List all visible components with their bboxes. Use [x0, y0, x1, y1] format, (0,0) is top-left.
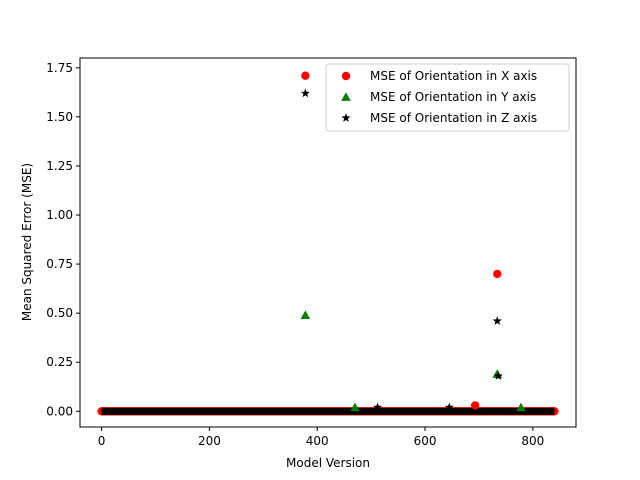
x-tick-label-1: 200: [198, 434, 221, 448]
series-2-point-2: [444, 402, 454, 412]
legend-entry-z: MSE of Orientation in Z axis: [370, 111, 537, 125]
legend-markers: [341, 71, 351, 122]
series-1-point-3: [516, 402, 526, 412]
y-tick-label-5: 1.25: [46, 159, 73, 173]
series-1-point-0: [300, 310, 311, 319]
y-tick-label-1: 0.25: [46, 355, 73, 369]
series-2-point-3: [492, 316, 502, 325]
x-tick-label-0: 0: [98, 434, 106, 448]
y-tick-label-3: 0.75: [46, 257, 73, 271]
x-tick-label-2: 400: [306, 434, 329, 448]
y-tick-label-7: 1.75: [46, 61, 73, 75]
series-2-point-0: [300, 88, 310, 98]
legend-entry-x: MSE of Orientation in X axis: [370, 69, 537, 83]
series-0-point-2: [493, 269, 502, 279]
y-tick-label-4: 1.00: [46, 208, 73, 222]
series-1-point-1: [350, 402, 360, 412]
baseline-band-z: [101, 407, 555, 415]
series-0-point-1: [470, 401, 480, 410]
x-axis-label: Model Version: [286, 456, 370, 470]
legend-marker-1: [341, 92, 351, 101]
axis-ticks: 0 200 400 600 800 0.00 0.25 0.50 0.75 1.00 1.25 1.5…: [46, 61, 544, 448]
legend-box: [325, 63, 570, 132]
series-2-point-1: [373, 402, 383, 412]
x-tick-label-4: 800: [521, 434, 544, 448]
y-tick-label-6: 1.50: [46, 110, 73, 124]
series-2-point-4: [493, 371, 503, 380]
x-tick-label-3: 600: [414, 434, 437, 448]
series-0-point-0: [301, 71, 310, 80]
legend-marker-2: [341, 113, 351, 122]
legend-marker-0: [341, 71, 351, 81]
y-axis-label: Mean Squared Error (MSE): [20, 163, 34, 321]
legend: MSE of Orientation in X axis MSE of Orie…: [325, 63, 570, 132]
legend-entry-y: MSE of Orientation in Y axis: [370, 90, 536, 104]
plot-area: [97, 71, 559, 416]
y-tick-label-2: 0.50: [46, 306, 73, 320]
axes-frame: [79, 57, 577, 428]
y-tick-label-0: 0.00: [46, 404, 73, 418]
